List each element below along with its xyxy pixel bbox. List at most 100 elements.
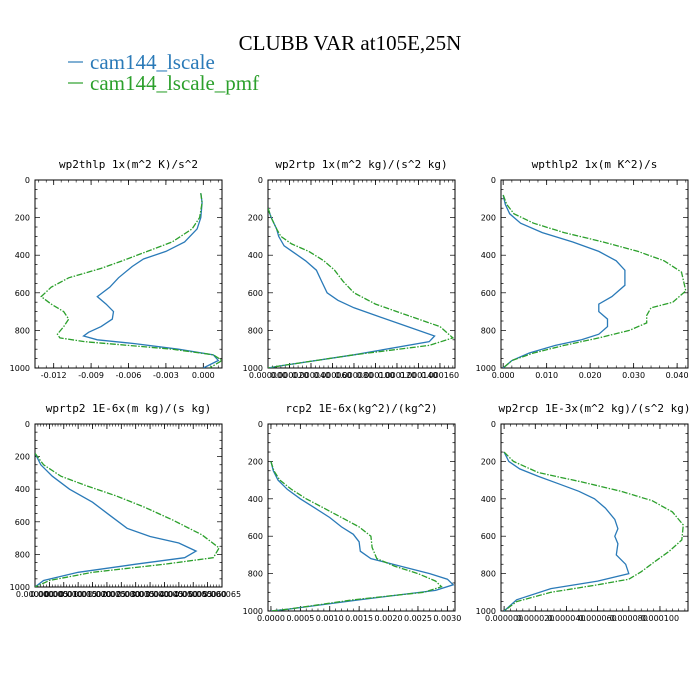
series-line-pmf	[503, 451, 684, 611]
y-tick-label: 0	[25, 420, 30, 429]
x-tick-label: 0.0015	[345, 614, 373, 623]
x-tick-label: 0.000100	[356, 371, 394, 380]
panel-3: wpthlp2 1x(m K^2)/s 0 200 400 600 800 10000.00…	[476, 158, 689, 380]
x-tick-label: 0.000065	[203, 590, 241, 599]
x-tick-label: 0.000080	[335, 371, 373, 380]
y-tick-label: 200	[15, 453, 30, 462]
y-tick-label: 400	[15, 251, 30, 260]
panel-2: wp2rtp 1x(m^2 kg)/(s^2 kg) 0 200 400 600 800 1…	[243, 158, 459, 380]
x-tick-label: 0.020	[579, 371, 602, 380]
y-tick-label: 400	[248, 251, 263, 260]
y-tick-label: 200	[15, 214, 30, 223]
series-line-pmf	[35, 452, 220, 587]
y-tick-label: 800	[248, 570, 263, 579]
panels: wp2thlp 1x(m^2 K)/s^2 0 200 400 600 800 1000 -0…	[10, 158, 691, 623]
x-tick-label: 0.000060	[189, 590, 227, 599]
y-tick-label: 800	[481, 326, 496, 335]
x-tick-label: 0.0000	[257, 614, 285, 623]
x-tick-label: 0.000060	[579, 614, 617, 623]
y-tick-label: 1000	[476, 607, 496, 616]
panel-title: rcp2 1E-6x(kg^2)/(kg^2)	[285, 402, 437, 415]
x-tick-label: -0.012	[41, 371, 67, 380]
panel-title: wp2rcp 1E-3x(m^2 kg)/(s^2 kg)	[498, 402, 690, 415]
series-line-lscale	[270, 461, 455, 611]
series-line-lscale	[268, 207, 436, 368]
series-line-pmf	[270, 461, 443, 611]
y-tick-label: 800	[481, 570, 496, 579]
panel-1: wp2thlp 1x(m^2 K)/s^2 0 200 400 600 800 1000 -0…	[10, 158, 223, 380]
x-tick-label: 0.0010	[316, 614, 344, 623]
x-tick-label: 0.000040	[547, 614, 585, 623]
x-tick-label: 0.040	[666, 371, 689, 380]
y-tick-label: 600	[481, 532, 496, 541]
x-tick-label: 0.000030	[102, 590, 140, 599]
x-tick-label: 0.000050	[160, 590, 198, 599]
x-tick-label: 0.000040	[131, 590, 169, 599]
y-tick-label: 1000	[10, 364, 30, 373]
x-tick-label: 0.000020	[516, 614, 554, 623]
y-tick-label: 600	[248, 289, 263, 298]
x-tick-label: 0.000020	[270, 371, 308, 380]
panel-title: wprtp2 1E-6x(m kg)/(s kg)	[46, 402, 212, 415]
y-tick-label: 200	[481, 214, 496, 223]
series-line-pmf	[268, 207, 455, 368]
series-line-pmf	[40, 193, 222, 368]
y-tick-label: 400	[481, 251, 496, 260]
x-tick-label: 0.000020	[73, 590, 111, 599]
x-tick-label: -0.003	[153, 371, 179, 380]
x-tick-label: 0.000010	[45, 590, 83, 599]
y-tick-label: 1000	[476, 364, 496, 373]
x-tick-label: 0.000015	[59, 590, 97, 599]
y-tick-label: 0	[258, 420, 263, 429]
series-line-lscale	[503, 451, 630, 611]
y-tick-label: 600	[15, 518, 30, 527]
x-tick-label: 0.0005	[286, 614, 314, 623]
x-tick-label: -0.009	[78, 371, 104, 380]
series-line-pmf	[502, 194, 687, 368]
y-tick-label: 0	[491, 420, 496, 429]
y-tick-label: 800	[15, 326, 30, 335]
x-tick-label: 0.000040	[292, 371, 330, 380]
series-line-lscale	[82, 193, 220, 368]
legend: cam144_lscale cam144_lscale_pmf	[68, 50, 259, 95]
figure-title: CLUBB VAR at105E,25N	[239, 31, 462, 55]
x-tick-label: 0.000000	[485, 614, 523, 623]
y-tick-label: 0	[491, 176, 496, 185]
y-tick-label: 400	[15, 485, 30, 494]
panel-5: rcp2 1E-6x(kg^2)/(kg^2) 0 200 400 600 800 1000…	[243, 402, 462, 623]
x-tick-label: 0.000160	[421, 371, 459, 380]
x-tick-label: 0.030	[622, 371, 645, 380]
y-tick-label: 0	[25, 176, 30, 185]
x-tick-label: 0.000060	[313, 371, 351, 380]
y-tick-label: 600	[481, 289, 496, 298]
legend-label-pmf: cam144_lscale_pmf	[90, 71, 259, 95]
x-tick-label: 0.000140	[399, 371, 437, 380]
x-tick-label: 0.000005	[30, 590, 68, 599]
panel-title: wp2thlp 1x(m^2 K)/s^2	[59, 158, 198, 171]
panel-title: wp2rtp 1x(m^2 kg)/(s^2 kg)	[275, 158, 447, 171]
legend-label-lscale: cam144_lscale	[90, 50, 215, 74]
x-tick-label: 0.000055	[174, 590, 212, 599]
x-tick-label: 0.000	[492, 371, 515, 380]
y-tick-label: 600	[248, 532, 263, 541]
panel-title: wpthlp2 1x(m K^2)/s	[532, 158, 658, 171]
x-tick-label: 0.0020	[375, 614, 403, 623]
y-tick-label: 200	[248, 214, 263, 223]
y-tick-label: 1000	[243, 364, 263, 373]
panel-4: wprtp2 1E-6x(m kg)/(s kg) 0 200 400 600 800 10…	[10, 402, 241, 599]
x-tick-label: 0.000	[192, 371, 215, 380]
x-tick-label: 0.0025	[404, 614, 432, 623]
y-tick-label: 800	[248, 326, 263, 335]
x-tick-label: -0.006	[116, 371, 142, 380]
y-tick-label: 400	[481, 495, 496, 504]
x-tick-label: 0.0030	[433, 614, 461, 623]
y-tick-label: 200	[481, 457, 496, 466]
y-tick-label: 200	[248, 457, 263, 466]
y-tick-label: 0	[258, 176, 263, 185]
x-tick-label: 0.000045	[145, 590, 183, 599]
x-tick-label: 0.010	[535, 371, 558, 380]
x-tick-label: 0.000120	[378, 371, 416, 380]
y-tick-label: 400	[248, 495, 263, 504]
x-tick-label: 0.000000	[249, 371, 287, 380]
